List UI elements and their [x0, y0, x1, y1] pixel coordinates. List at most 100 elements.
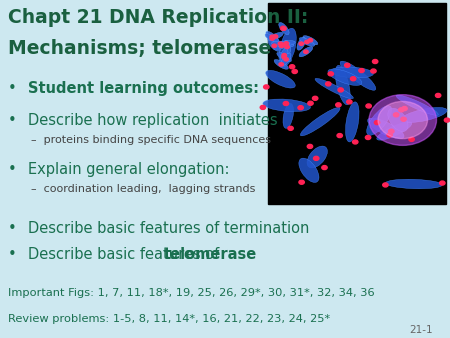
Ellipse shape	[368, 118, 404, 139]
Ellipse shape	[279, 28, 296, 67]
Ellipse shape	[266, 70, 295, 88]
Text: –  coordination leading,  lagging strands: – coordination leading, lagging strands	[31, 184, 255, 194]
Text: Review problems: 1-5, 8, 11, 14*, 16, 21, 22, 23, 24, 25*: Review problems: 1-5, 8, 11, 14*, 16, 21…	[8, 314, 330, 324]
Circle shape	[285, 45, 289, 49]
Circle shape	[352, 140, 358, 144]
Ellipse shape	[340, 61, 376, 90]
Ellipse shape	[377, 122, 412, 140]
Ellipse shape	[388, 108, 408, 131]
Circle shape	[359, 69, 364, 73]
Circle shape	[338, 88, 343, 92]
Text: –  proteins binding specific DNA sequences: – proteins binding specific DNA sequence…	[31, 135, 270, 145]
Circle shape	[402, 106, 407, 111]
Ellipse shape	[299, 47, 313, 57]
Circle shape	[289, 65, 295, 69]
Circle shape	[440, 181, 445, 185]
Circle shape	[312, 96, 318, 100]
Ellipse shape	[331, 67, 374, 78]
Circle shape	[346, 100, 352, 104]
Ellipse shape	[280, 49, 288, 62]
Circle shape	[383, 183, 388, 187]
Circle shape	[399, 108, 404, 112]
Text: •: •	[8, 247, 17, 262]
Ellipse shape	[315, 78, 353, 99]
Ellipse shape	[278, 41, 295, 46]
Ellipse shape	[386, 179, 442, 189]
Circle shape	[284, 57, 288, 61]
Circle shape	[389, 129, 394, 133]
Text: •: •	[8, 81, 17, 96]
Ellipse shape	[307, 146, 328, 168]
Ellipse shape	[265, 34, 279, 43]
Text: Explain general elongation:: Explain general elongation:	[28, 162, 230, 177]
Text: •: •	[8, 221, 17, 236]
Ellipse shape	[274, 42, 290, 50]
Circle shape	[373, 59, 378, 64]
Circle shape	[299, 180, 304, 184]
Ellipse shape	[281, 53, 291, 66]
Text: Describe basic features of: Describe basic features of	[28, 247, 224, 262]
Circle shape	[337, 134, 342, 138]
Circle shape	[270, 35, 274, 39]
Circle shape	[283, 101, 288, 105]
Circle shape	[308, 101, 313, 105]
Circle shape	[369, 95, 436, 145]
Circle shape	[279, 63, 284, 66]
Circle shape	[326, 82, 331, 86]
Circle shape	[401, 117, 406, 121]
Circle shape	[322, 166, 327, 170]
Ellipse shape	[396, 95, 438, 115]
Circle shape	[279, 44, 284, 48]
Circle shape	[298, 106, 303, 110]
Circle shape	[304, 50, 308, 53]
Text: Mechanisms; telomerase: Mechanisms; telomerase	[8, 39, 271, 58]
Ellipse shape	[263, 99, 310, 112]
Circle shape	[292, 69, 297, 73]
Circle shape	[284, 42, 288, 45]
Circle shape	[314, 156, 319, 161]
Ellipse shape	[277, 52, 292, 62]
Ellipse shape	[283, 103, 293, 128]
Circle shape	[270, 37, 274, 40]
Circle shape	[280, 26, 286, 30]
Ellipse shape	[299, 158, 319, 183]
Circle shape	[264, 85, 269, 89]
Ellipse shape	[271, 41, 289, 46]
Circle shape	[378, 101, 428, 139]
Circle shape	[288, 126, 293, 130]
Circle shape	[387, 133, 392, 137]
Circle shape	[308, 39, 313, 42]
Circle shape	[299, 42, 304, 45]
Ellipse shape	[297, 37, 306, 50]
Ellipse shape	[300, 107, 340, 136]
Circle shape	[273, 35, 278, 38]
Ellipse shape	[268, 40, 280, 51]
Ellipse shape	[303, 36, 318, 45]
Circle shape	[328, 72, 333, 76]
Circle shape	[365, 136, 371, 140]
Text: Describe how replication  initiates: Describe how replication initiates	[28, 113, 278, 128]
FancyBboxPatch shape	[268, 3, 446, 204]
Ellipse shape	[274, 59, 288, 69]
Ellipse shape	[268, 32, 284, 41]
Ellipse shape	[266, 31, 279, 42]
Ellipse shape	[328, 69, 362, 86]
Ellipse shape	[276, 42, 294, 47]
Circle shape	[272, 44, 276, 47]
Circle shape	[282, 27, 286, 30]
Circle shape	[366, 104, 371, 108]
Circle shape	[374, 121, 380, 125]
Circle shape	[282, 55, 286, 59]
Circle shape	[282, 53, 287, 57]
Text: Chapt 21 DNA Replication II:: Chapt 21 DNA Replication II:	[8, 8, 309, 27]
Circle shape	[283, 43, 287, 46]
Text: Describe basic features of termination: Describe basic features of termination	[28, 221, 309, 236]
Circle shape	[307, 144, 313, 148]
Circle shape	[436, 93, 441, 97]
Circle shape	[351, 77, 356, 81]
Circle shape	[260, 105, 265, 110]
Ellipse shape	[335, 65, 350, 105]
Text: Important Figs: 1, 7, 11, 18*, 19, 25, 26, 29*, 30, 31*, 32, 34, 36: Important Figs: 1, 7, 11, 18*, 19, 25, 2…	[8, 288, 375, 298]
Circle shape	[305, 40, 309, 44]
Ellipse shape	[279, 23, 289, 34]
